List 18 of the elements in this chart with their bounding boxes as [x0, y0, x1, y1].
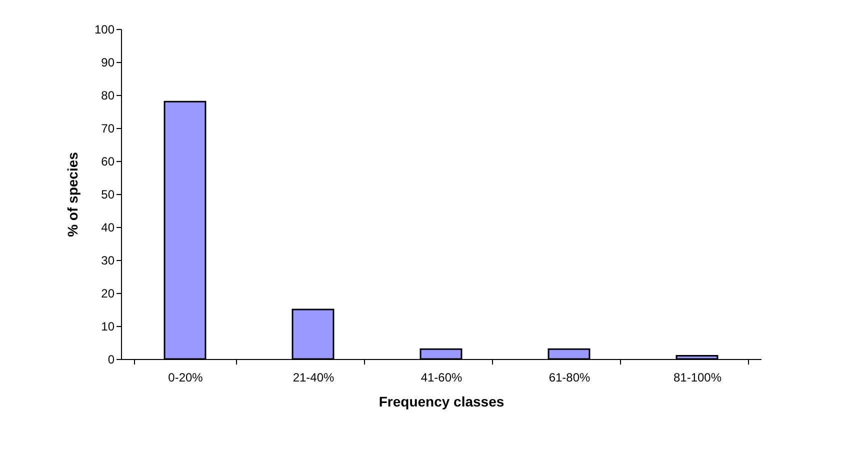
x-tick-label: 0-20% — [168, 370, 204, 384]
y-tick-label: 70 — [101, 122, 115, 136]
x-tick-label: 81-100% — [673, 370, 722, 384]
y-tick-label: 60 — [101, 154, 115, 168]
y-tick-label: 20 — [101, 286, 115, 300]
y-tick-label: 40 — [101, 220, 115, 234]
x-tick-label: 41-60% — [420, 370, 463, 384]
y-tick-label: 80 — [101, 88, 115, 102]
y-tick-label: 10 — [101, 320, 115, 334]
y-tick-label: 100 — [94, 22, 115, 36]
y-tick-label: 90 — [101, 56, 115, 70]
y-tick-label: 0 — [108, 352, 115, 366]
x-tick-label: 21-40% — [292, 370, 335, 384]
y-axis-title: % of species — [64, 152, 80, 237]
y-tick-label: 30 — [101, 254, 115, 268]
y-tick-label: 50 — [101, 188, 115, 202]
x-axis-title: Frequency classes — [378, 394, 504, 410]
x-tick-label: 61-80% — [548, 370, 591, 384]
